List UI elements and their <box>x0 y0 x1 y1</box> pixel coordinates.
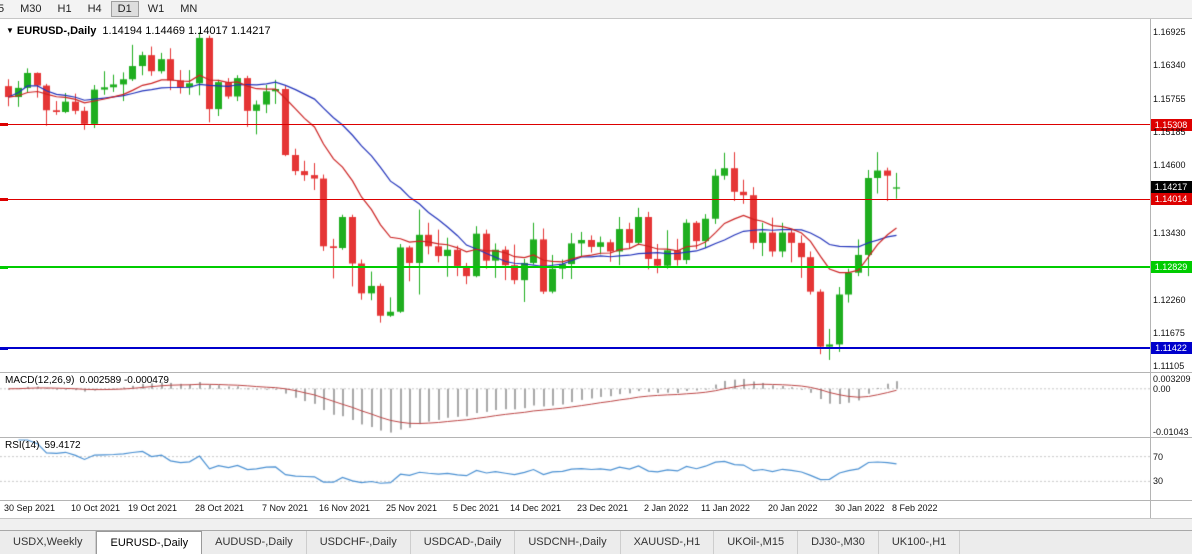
resistance-line-upper-badge: 1.15308 <box>1150 119 1192 131</box>
chart-tab-audusd-daily[interactable]: AUDUSD-,Daily <box>202 531 307 554</box>
macd-axis-label: 0.003209 <box>1153 374 1191 384</box>
chart-tabs-bar: USDX,Weekly EURUSD-,Daily AUDUSD-,Daily USD… <box>0 530 1192 554</box>
chart-ohlc-values: 1.14194 1.14469 1.14017 1.14217 <box>102 25 271 37</box>
date-axis-label: 16 Nov 2021 <box>319 503 371 513</box>
timeframe-button-D1[interactable]: D1 <box>110 1 139 17</box>
current-price-badge: 1.14217 <box>1150 181 1192 193</box>
pane-separator[interactable] <box>0 437 1192 438</box>
pane-separator <box>0 500 1192 501</box>
chart-symbol-label: EURUSD-,Daily <box>16 25 97 37</box>
rsi-current-value: 59.4172 <box>44 440 81 451</box>
chart-tab-uk100-h1[interactable]: UK100-,H1 <box>879 531 961 554</box>
price-axis-label: 1.15755 <box>1153 94 1186 104</box>
support-line-green-handle[interactable] <box>0 266 8 269</box>
date-axis-label: 14 Dec 2021 <box>510 503 562 513</box>
support-line-green[interactable] <box>0 266 1150 269</box>
rsi-axis-label: 30 <box>1153 476 1164 486</box>
chart-tab-xauusd-h1[interactable]: XAUUSD-,H1 <box>621 531 715 554</box>
axis-separator <box>1150 19 1151 518</box>
macd-axis-label: -0.01043 <box>1153 427 1189 437</box>
macd-indicator-label: MACD(12,26,9) 0.002589 -0.000479 <box>5 375 169 386</box>
chart-tab-ukoil-m15[interactable]: UKOil-,M15 <box>714 531 799 554</box>
support-line-blue[interactable] <box>0 347 1150 350</box>
chart-tab-eurusd-daily[interactable]: EURUSD-,Daily <box>96 531 203 554</box>
timeframe-button-H1[interactable]: H1 <box>57 3 72 15</box>
macd-current-values: 0.002589 -0.000479 <box>79 375 169 386</box>
timeframe-button-MN[interactable]: MN <box>180 3 198 15</box>
resistance-line-lower-badge: 1.14014 <box>1150 193 1192 205</box>
rsi-pane-canvas[interactable] <box>0 438 1150 500</box>
timeframe-button-5[interactable]: 5 <box>0 3 5 15</box>
timeframe-toolbar: 5 M30 H1 H4 D1 W1 MN <box>0 0 1192 19</box>
macd-name: MACD(12,26,9) <box>5 375 75 386</box>
pane-separator[interactable] <box>0 372 1192 373</box>
price-axis-label: 1.11105 <box>1153 361 1185 371</box>
price-axis-label: 1.12260 <box>1153 295 1186 305</box>
chart-tab-usdcnh-daily[interactable]: USDCNH-,Daily <box>515 531 621 554</box>
support-line-green-badge: 1.12829 <box>1150 261 1192 273</box>
date-axis-label: 5 Dec 2021 <box>453 503 500 513</box>
chart-tab-dj30-m30[interactable]: DJ30-,M30 <box>798 531 879 554</box>
resistance-line-upper[interactable] <box>0 123 1150 126</box>
macd-pane-canvas[interactable] <box>0 373 1150 437</box>
price-axis-label: 1.15185 <box>1153 127 1186 137</box>
date-axis-label: 2 Jan 2022 <box>644 503 689 513</box>
support-line-blue-handle[interactable] <box>0 347 8 350</box>
price-chart-canvas[interactable] <box>0 19 1150 372</box>
date-axis-label: 30 Jan 2022 <box>835 503 885 513</box>
date-axis-label: 28 Oct 2021 <box>195 503 245 513</box>
date-axis-label: 7 Nov 2021 <box>262 503 309 513</box>
date-axis-label: 11 Jan 2022 <box>701 503 750 513</box>
chart-title: ▼ EURUSD-,Daily 1.14194 1.14469 1.14017 1.… <box>6 25 271 37</box>
date-axis-label: 8 Feb 2022 <box>892 503 938 513</box>
chart-tab-usdx-weekly[interactable]: USDX,Weekly <box>0 531 97 554</box>
chart-dropdown-icon[interactable]: ▼ <box>6 26 14 35</box>
rsi-axis-label: 70 <box>1153 452 1164 462</box>
chart-tab-usdchf-daily[interactable]: USDCHF-,Daily <box>307 531 411 554</box>
date-axis-label: 30 Sep 2021 <box>4 503 56 513</box>
date-axis-label: 20 Jan 2022 <box>768 503 818 513</box>
timeframe-button-M30[interactable]: M30 <box>20 3 42 15</box>
resistance-line-lower[interactable] <box>0 198 1150 201</box>
price-axis-label: 1.14600 <box>1153 160 1186 170</box>
price-axis-label: 1.11675 <box>1153 328 1185 338</box>
macd-axis-label: 0.00 <box>1153 384 1171 394</box>
rsi-name: RSI(14) <box>5 440 40 451</box>
price-axis-label: 1.13430 <box>1153 228 1186 238</box>
price-axis-label: 1.16925 <box>1153 27 1186 37</box>
resistance-line-upper-handle[interactable] <box>0 123 8 126</box>
date-axis-label: 10 Oct 2021 <box>71 503 121 513</box>
date-axis-label: 23 Dec 2021 <box>577 503 629 513</box>
rsi-indicator-label: RSI(14) 59.4172 <box>5 440 81 451</box>
support-line-blue-badge: 1.11422 <box>1150 342 1192 354</box>
window-bottom-strip <box>0 518 1192 530</box>
date-axis-label: 19 Oct 2021 <box>128 503 178 513</box>
date-axis-label: 25 Nov 2021 <box>386 503 438 513</box>
timeframe-button-H4[interactable]: H4 <box>87 3 102 15</box>
resistance-line-lower-handle[interactable] <box>0 198 8 201</box>
chart-tab-usdcad-daily[interactable]: USDCAD-,Daily <box>411 531 516 554</box>
price-axis-label: 1.16340 <box>1153 60 1186 70</box>
timeframe-button-W1[interactable]: W1 <box>147 3 165 15</box>
